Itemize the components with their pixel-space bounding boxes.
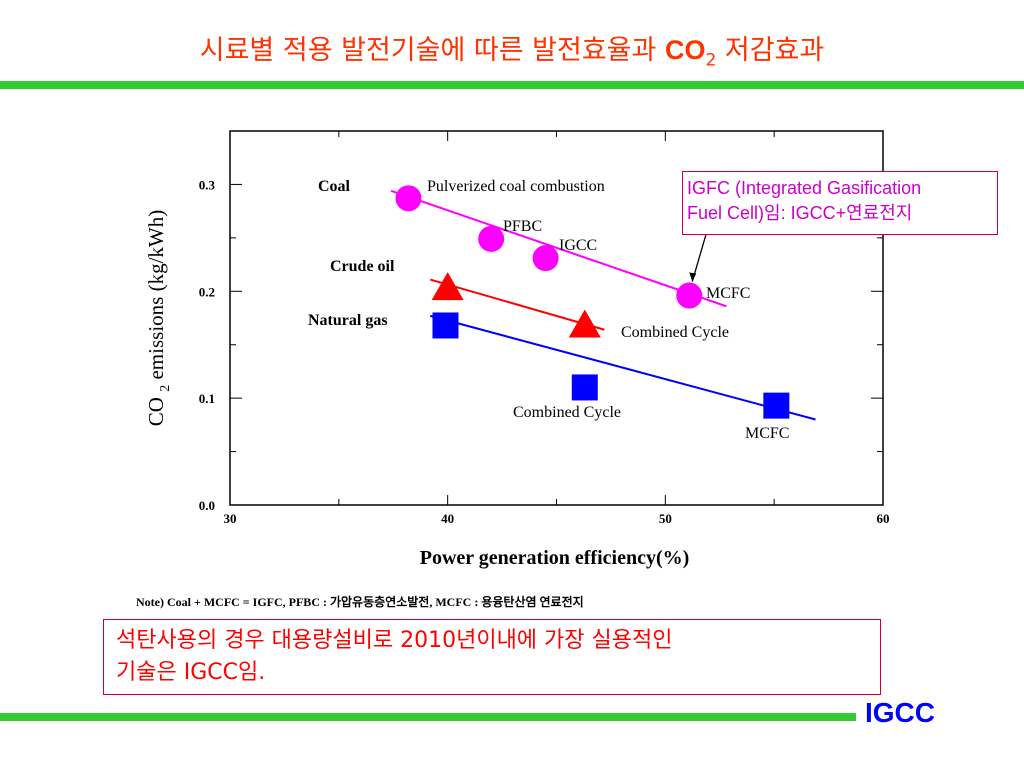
coal-point-label: MCFC xyxy=(706,285,750,302)
title-co: CO xyxy=(664,35,706,65)
natural-gas-point-label: Combined Cycle xyxy=(513,404,621,421)
x-tick-label: 30 xyxy=(224,511,237,526)
crude-oil-point xyxy=(431,272,464,301)
slide-title: 시료별 적용 발전기술에 따른 발전효율과 CO2 저감효과 xyxy=(199,35,825,71)
natural-gas-point xyxy=(763,392,790,419)
crude-oil-series-label: Crude oil xyxy=(330,258,395,275)
crude-oil-fit-line xyxy=(429,278,605,331)
natural-gas-fit-line xyxy=(429,314,816,421)
x-tick-label: 50 xyxy=(659,511,672,526)
x-tick-label: 60 xyxy=(877,511,890,526)
crude-oil-point xyxy=(568,309,601,338)
x-tick-label: 40 xyxy=(441,511,454,526)
coal-point xyxy=(532,245,559,272)
coal-fit-line xyxy=(390,189,727,308)
coal-point-label: PFBC xyxy=(503,218,542,235)
callout-line-1: IGFC (Integrated Gasification xyxy=(687,178,922,198)
coal-point-label: IGCC xyxy=(559,237,597,254)
natural-gas-point xyxy=(571,374,598,401)
y-tick-label: 0.0 xyxy=(199,498,215,513)
footnote: Note) Coal + MCFC = IGFC, PFBC : 가압유동층연소… xyxy=(136,595,584,609)
callout-pointer xyxy=(691,230,708,282)
igfc-callout: IGFC (Integrated Gasification Fuel Cell)… xyxy=(682,171,998,235)
crude-oil-point-label: Combined Cycle xyxy=(621,324,729,341)
coal-point-label: Pulverized coal combustion xyxy=(427,178,605,195)
title-subscript: 2 xyxy=(705,50,717,71)
bottom-divider xyxy=(0,713,856,721)
y-tick-label: 0.3 xyxy=(199,177,216,192)
footer-tag: IGCC xyxy=(865,697,935,728)
y-tick-label: 0.1 xyxy=(199,391,215,406)
callout-arrowhead xyxy=(689,272,697,282)
top-divider xyxy=(0,81,1024,89)
co2-efficiency-chart: 0.0 0.1 0.2 0.3 30 40 50 60 Power generation eff… xyxy=(144,130,890,569)
y-tick-label: 0.2 xyxy=(199,284,215,299)
natural-gas-series-label: Natural gas xyxy=(308,312,388,329)
natural-gas-point-label: MCFC xyxy=(745,425,789,442)
coal-point xyxy=(478,225,505,252)
summary-line-1: 석탄사용의 경우 대용량설비로 2010년이내에 가장 실용적인 xyxy=(116,628,673,653)
coal-point xyxy=(395,185,422,212)
y-axis-title: CO 2 emissions (kg/kWh) xyxy=(144,210,173,426)
natural-gas-point xyxy=(432,312,459,339)
coal-point xyxy=(676,282,703,309)
summary-box: 석탄사용의 경우 대용량설비로 2010년이내에 가장 실용적인 기술은 IGC… xyxy=(103,619,881,695)
summary-line-2: 기술은 IGCC임. xyxy=(116,660,266,685)
coal-series-label: Coal xyxy=(318,178,351,195)
callout-line-2: Fuel Cell)임: IGCC+연료전지 xyxy=(687,203,913,223)
x-axis-title: Power generation efficiency(%) xyxy=(420,547,690,569)
